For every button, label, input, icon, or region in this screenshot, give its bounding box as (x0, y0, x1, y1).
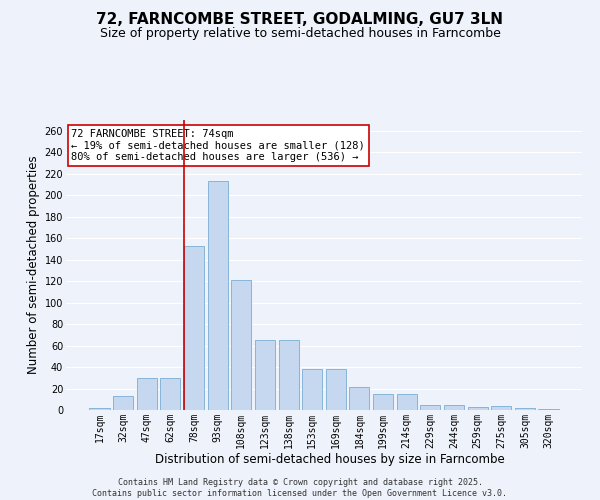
Text: Contains HM Land Registry data © Crown copyright and database right 2025.
Contai: Contains HM Land Registry data © Crown c… (92, 478, 508, 498)
Bar (515, 408, 535, 410)
Bar (397, 394, 417, 410)
Bar (444, 404, 464, 410)
Bar (420, 404, 440, 410)
Bar (302, 369, 322, 410)
Bar (349, 388, 370, 410)
Bar (491, 406, 511, 410)
Text: Distribution of semi-detached houses by size in Farncombe: Distribution of semi-detached houses by … (155, 452, 505, 466)
Text: Size of property relative to semi-detached houses in Farncombe: Size of property relative to semi-detach… (100, 28, 500, 40)
Bar (373, 394, 393, 410)
Bar (231, 280, 251, 410)
Bar (208, 181, 228, 410)
Text: 72, FARNCOMBE STREET, GODALMING, GU7 3LN: 72, FARNCOMBE STREET, GODALMING, GU7 3LN (97, 12, 503, 28)
Bar (137, 378, 157, 410)
Bar (160, 378, 181, 410)
Bar (89, 408, 110, 410)
Bar (538, 409, 559, 410)
Text: 72 FARNCOMBE STREET: 74sqm
← 19% of semi-detached houses are smaller (128)
80% o: 72 FARNCOMBE STREET: 74sqm ← 19% of semi… (71, 128, 365, 162)
Y-axis label: Number of semi-detached properties: Number of semi-detached properties (28, 156, 40, 374)
Bar (467, 407, 488, 410)
Bar (113, 396, 133, 410)
Bar (278, 340, 299, 410)
Bar (255, 340, 275, 410)
Bar (184, 246, 204, 410)
Bar (326, 369, 346, 410)
